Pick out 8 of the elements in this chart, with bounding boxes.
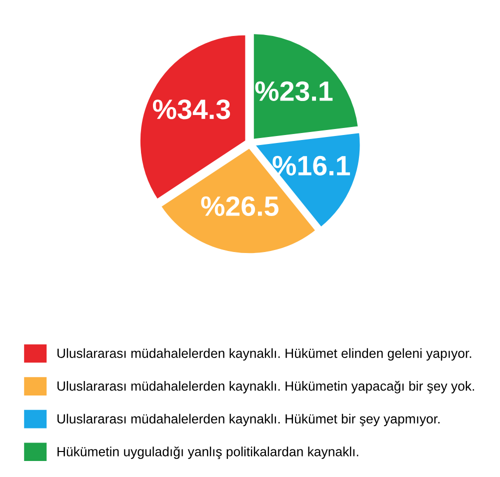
legend-label: Uluslararası müdahalelerden kaynaklı. Hükümet bir şey yapmıyor. — [57, 414, 440, 426]
legend-label: Uluslararası müdahalelerden kaynaklı. Hükümetin yapacağı bir şey yok. — [57, 380, 474, 394]
legend-label: Hükümetin uyguladığı yanlış politikalardan kaynaklı. — [58, 446, 358, 459]
legend-label: Uluslararası müdahalelerden kaynaklı. Hükümet elinden geleni yapıyor. — [57, 348, 472, 361]
data-label: %26.5 — [201, 196, 278, 216]
data-label: %23.1 — [255, 81, 333, 102]
data-label: %34.3 — [152, 100, 230, 120]
data-label: %16.1 — [272, 156, 350, 176]
